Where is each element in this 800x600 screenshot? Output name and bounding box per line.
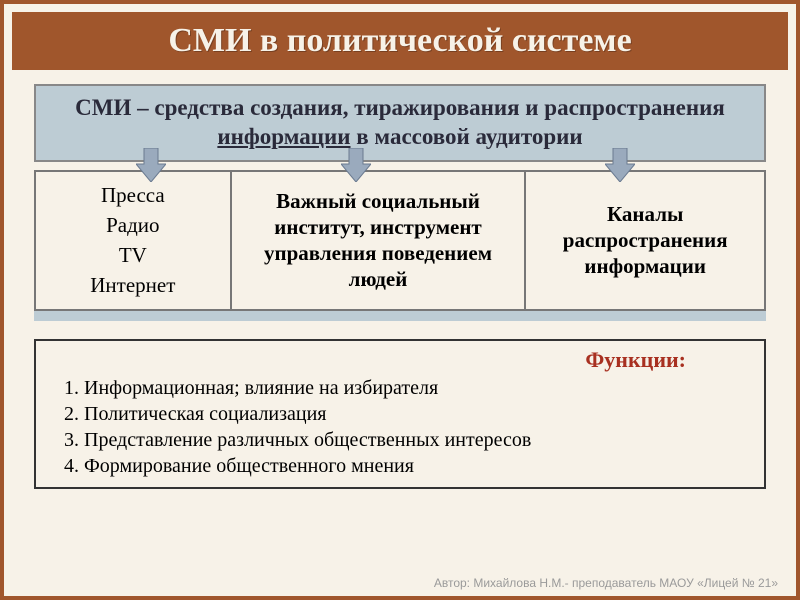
function-item: Представление различных общественных инт… [84, 427, 746, 453]
media-item: Радио [42, 212, 224, 238]
categories-block: Пресса Радио TV Интернет Важный социальн… [34, 170, 766, 321]
author-credit: Автор: Михайлова Н.М.- преподаватель МАО… [434, 576, 778, 590]
definition-text: СМИ – средства создания, тиражирования и… [54, 94, 746, 152]
functions-list: Информационная; влияние на избирателя По… [54, 375, 746, 479]
media-item: TV [42, 242, 224, 268]
media-item: Пресса [42, 182, 224, 208]
title-bar: СМИ в политической системе [12, 12, 788, 70]
col-institution: Важный социальный институт, инструмент у… [232, 170, 525, 311]
function-item: Политическая социализация [84, 401, 746, 427]
page-title: СМИ в политической системе [28, 22, 772, 60]
media-item: Интернет [42, 272, 224, 298]
arrow-down-icon [605, 148, 635, 182]
function-item: Информационная; влияние на избирателя [84, 375, 746, 401]
arrow-down-icon [136, 148, 166, 182]
arrow-down-icon [341, 148, 371, 182]
function-item: Формирование общественного мнения [84, 453, 746, 479]
functions-heading: Функции: [54, 347, 686, 373]
def-pre: СМИ – средства создания, тиражирования и… [75, 95, 725, 120]
def-post: в массовой аудитории [351, 124, 583, 149]
functions-block: Функции: Информационная; влияние на изби… [34, 339, 766, 489]
def-underlined: информации [217, 124, 350, 149]
col-media-types: Пресса Радио TV Интернет [34, 170, 232, 311]
categories-row: Пресса Радио TV Интернет Важный социальн… [34, 170, 766, 311]
col-channels: Каналы распространения информации [524, 170, 766, 311]
